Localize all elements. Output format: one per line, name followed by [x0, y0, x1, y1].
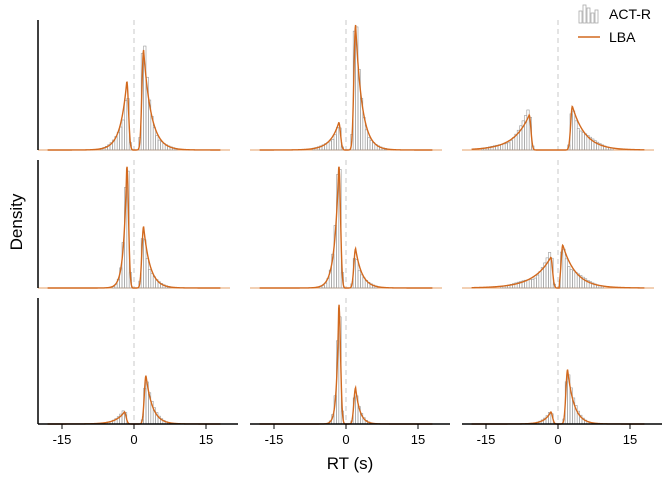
panel-r3-c1: [38, 298, 230, 425]
x-axis-label: RT (s): [327, 454, 374, 473]
panel-layer: [38, 20, 654, 425]
panel-r3-c2: [250, 298, 442, 425]
actr-histogram-bar: [148, 269, 152, 289]
actr-histogram-bar: [124, 100, 128, 151]
legend-histogram-bar: [594, 9, 599, 24]
legend-histogram-key: [578, 4, 599, 24]
actr-histogram-bar: [369, 140, 373, 151]
legend-label-lba: LBA: [609, 29, 636, 45]
actr-histogram-bar: [579, 130, 583, 151]
actr-histogram-bar: [355, 259, 359, 289]
legend-histogram-bar: [586, 7, 591, 24]
actr-histogram-bar: [533, 277, 537, 289]
legend-histogram-bar: [582, 4, 587, 24]
x-tick-label: -15: [265, 432, 284, 447]
actr-histogram-bar: [121, 119, 125, 151]
actr-histogram-bar: [504, 143, 508, 151]
actr-histogram-bar: [502, 143, 506, 151]
actr-histogram-bar: [509, 140, 513, 151]
actr-histogram-bar: [367, 137, 371, 151]
actr-histogram-bar: [150, 273, 154, 289]
actr-histogram-bar: [155, 135, 159, 151]
actr-histogram-bar: [157, 139, 161, 151]
x-tick-label: 0: [130, 432, 137, 447]
x-tick-label: 0: [342, 432, 349, 447]
actr-histogram-bar: [526, 279, 530, 289]
actr-histogram-bar: [581, 131, 585, 151]
axes-layer: Density RT (s) -15 0 15 -15 0 15 -15 0 15: [7, 20, 662, 473]
panel-r3-c3: [462, 298, 654, 425]
y-axis-label: Density: [7, 193, 26, 250]
legend-histogram-bar: [578, 10, 583, 24]
actr-histogram-bar: [512, 137, 516, 151]
actr-histogram-bar: [507, 142, 511, 151]
lba-density-curve: [47, 49, 221, 151]
panel-r2-c1: [38, 160, 230, 289]
actr-histogram-bar: [536, 274, 540, 289]
actr-histogram-bar: [574, 271, 578, 289]
actr-histogram-bar: [572, 110, 576, 151]
legend: ACT-R LBA: [578, 4, 651, 45]
actr-histogram-bar: [531, 278, 535, 289]
x-tick-label: 0: [554, 432, 561, 447]
x-tick-label: -15: [53, 432, 72, 447]
actr-histogram-bar: [574, 120, 578, 151]
x-tick-label: 15: [411, 432, 425, 447]
x-tick-label: 15: [623, 432, 637, 447]
actr-histogram-bar: [564, 258, 568, 289]
actr-histogram-bar: [562, 248, 566, 289]
legend-label-actr: ACT-R: [609, 6, 651, 22]
actr-histogram-bar: [528, 279, 532, 289]
legend-histogram-bar: [590, 12, 595, 24]
lba-density-curve: [47, 166, 221, 289]
panel-r2-c2: [250, 160, 442, 289]
actr-histogram-bar: [160, 141, 164, 151]
actr-histogram-bar: [331, 139, 335, 151]
lba-density-curve: [471, 243, 645, 289]
actr-histogram-bar: [576, 128, 580, 151]
actr-histogram-bar: [336, 127, 340, 151]
actr-histogram-bar: [360, 274, 364, 289]
panel-r1-c1: [38, 20, 230, 151]
actr-histogram-bar: [119, 126, 123, 151]
x-tick-label: -15: [477, 432, 496, 447]
panel-r1-c2: [250, 20, 442, 151]
lba-density-curve: [471, 105, 645, 151]
actr-histogram-bar: [364, 129, 368, 151]
actr-histogram-bar: [572, 270, 576, 289]
x-tick-label: 15: [199, 432, 213, 447]
actr-histogram-bar: [567, 266, 571, 289]
actr-histogram-bar: [569, 269, 573, 289]
actr-histogram-bar: [152, 127, 156, 151]
actr-histogram-bar: [328, 140, 332, 151]
panel-r2-c3: [462, 160, 654, 289]
lba-density-curve: [259, 166, 433, 289]
actr-histogram-bar: [538, 271, 542, 289]
panel-r1-c3: [462, 20, 654, 151]
actr-histogram-bar: [357, 270, 361, 289]
actr-histogram-bar: [333, 134, 337, 151]
lba-density-curve: [259, 24, 433, 151]
actr-histogram-bar: [145, 257, 149, 289]
